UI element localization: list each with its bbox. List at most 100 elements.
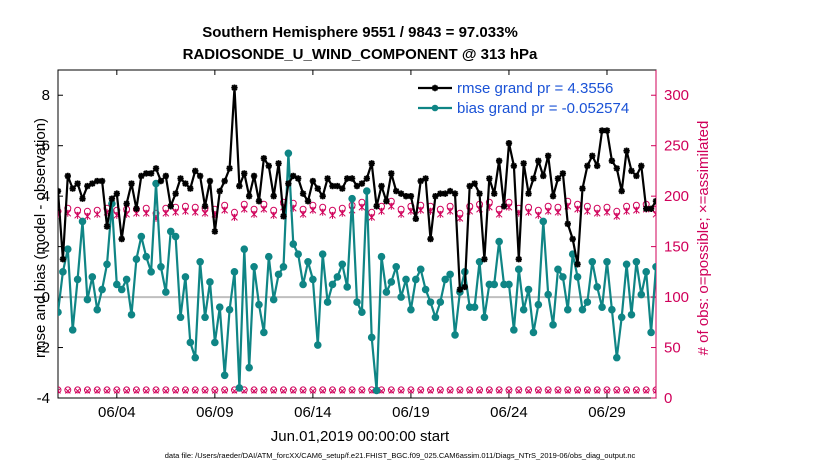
x-tick-label: 06/24 [490,404,528,421]
legend: rmse grand pr = 4.3556 bias grand pr = -0… [418,80,629,117]
y-tick-label: -2 [37,340,50,357]
obs-possible-marker [417,386,425,394]
bias-point [211,338,219,347]
obs-assimilated-marker [329,388,336,394]
obs-assimilated-marker [358,203,366,211]
obs-assimilated-marker [545,388,552,394]
bias-point [353,298,361,306]
obs-assimilated-marker [300,388,306,394]
rmse-point [363,175,371,182]
obs-assimilated-marker [584,388,591,394]
bias-point [98,285,106,294]
bias-point [426,298,435,306]
rmse-point [147,170,155,177]
obs-assimilated-marker [613,212,621,220]
bias-point [524,285,533,294]
rmse-point [491,190,498,197]
obs-possible-marker [515,386,523,394]
rmse-point [564,220,571,228]
bias-point [294,250,302,258]
obs-assimilated-marker [603,208,611,216]
obs-assimilated-marker [515,388,522,394]
rmse-point [647,205,655,212]
bias-point [309,275,317,284]
rmse-point [446,187,454,195]
bias-point [117,285,126,294]
rmse-point [461,283,469,291]
rmse-point [574,261,581,268]
rmse-point [216,187,223,195]
obs-possible-marker [348,386,356,394]
obs-assimilated-marker [309,206,317,214]
rmse-point [638,162,645,170]
obs-possible-marker [407,386,415,394]
bias-point [603,257,611,266]
rmse-point [500,203,508,210]
rmse-point [412,215,420,223]
bias-point [480,313,489,322]
rmse-point [402,192,410,200]
obs-assimilated-marker [594,388,601,394]
obs-possible-marker [525,386,533,394]
obs-assimilated-marker [162,388,169,394]
bias-point [544,290,552,299]
rmse-point [138,172,145,180]
rmse-point [343,175,351,182]
obs-assimilated-marker [191,208,199,216]
y-tick-label: 2 [42,239,50,256]
bias-point [598,303,606,311]
obs-assimilated-marker [446,207,454,215]
rmse-point [133,205,140,212]
rmse-point [393,187,400,195]
obs-assimilated-marker [240,205,248,213]
obs-assimilated-marker [505,203,513,211]
bias-point [490,280,499,289]
rmse-point [584,162,591,170]
obs-possible-marker [574,386,582,394]
rmse-point [309,177,317,185]
bias-point [289,240,298,248]
bias-point [617,313,626,322]
obs-assimilated-marker [623,207,630,215]
obs-possible-marker [201,386,209,394]
rmse-point [245,192,253,200]
rmse-point [559,170,567,177]
bias-point [407,305,415,314]
obs-assimilated-marker [466,388,473,394]
obs-possible-marker [83,386,91,394]
obs-possible-marker [270,386,278,394]
bias-point [652,263,656,271]
obs-assimilated-marker [172,388,179,394]
rmse-point [143,170,150,177]
obs-assimilated-marker [495,210,503,218]
bias-point [402,275,410,284]
obs-assimilated-marker [417,206,425,214]
bias-point [245,363,253,372]
bias-point [343,283,351,291]
bias-point [367,333,376,342]
y-right-tick-label: 50 [664,340,681,357]
bias-point [382,288,391,296]
rmse-point [314,185,321,192]
rmse-point [59,256,67,263]
obs-assimilated-marker [261,388,267,394]
y-right-tick-label: 150 [664,239,689,256]
rmse-point [603,127,611,134]
rmse-point [236,182,243,190]
rmse-point [304,198,312,205]
y-tick-label: 6 [42,138,50,155]
rmse-point [128,180,135,187]
bias-point [358,308,366,317]
obs-assimilated-marker [368,213,376,221]
rmse-point [422,175,429,182]
rmse-point [108,195,116,202]
bias-point [549,321,557,329]
obs-possible-marker [191,386,199,394]
obs-possible-marker [58,207,62,215]
obs-assimilated-marker [74,388,81,394]
obs-assimilated-marker [457,388,463,394]
bias-point [255,300,263,309]
obs-assimilated-marker [387,202,395,210]
obs-assimilated-marker [496,388,503,394]
rmse-point [633,172,640,180]
